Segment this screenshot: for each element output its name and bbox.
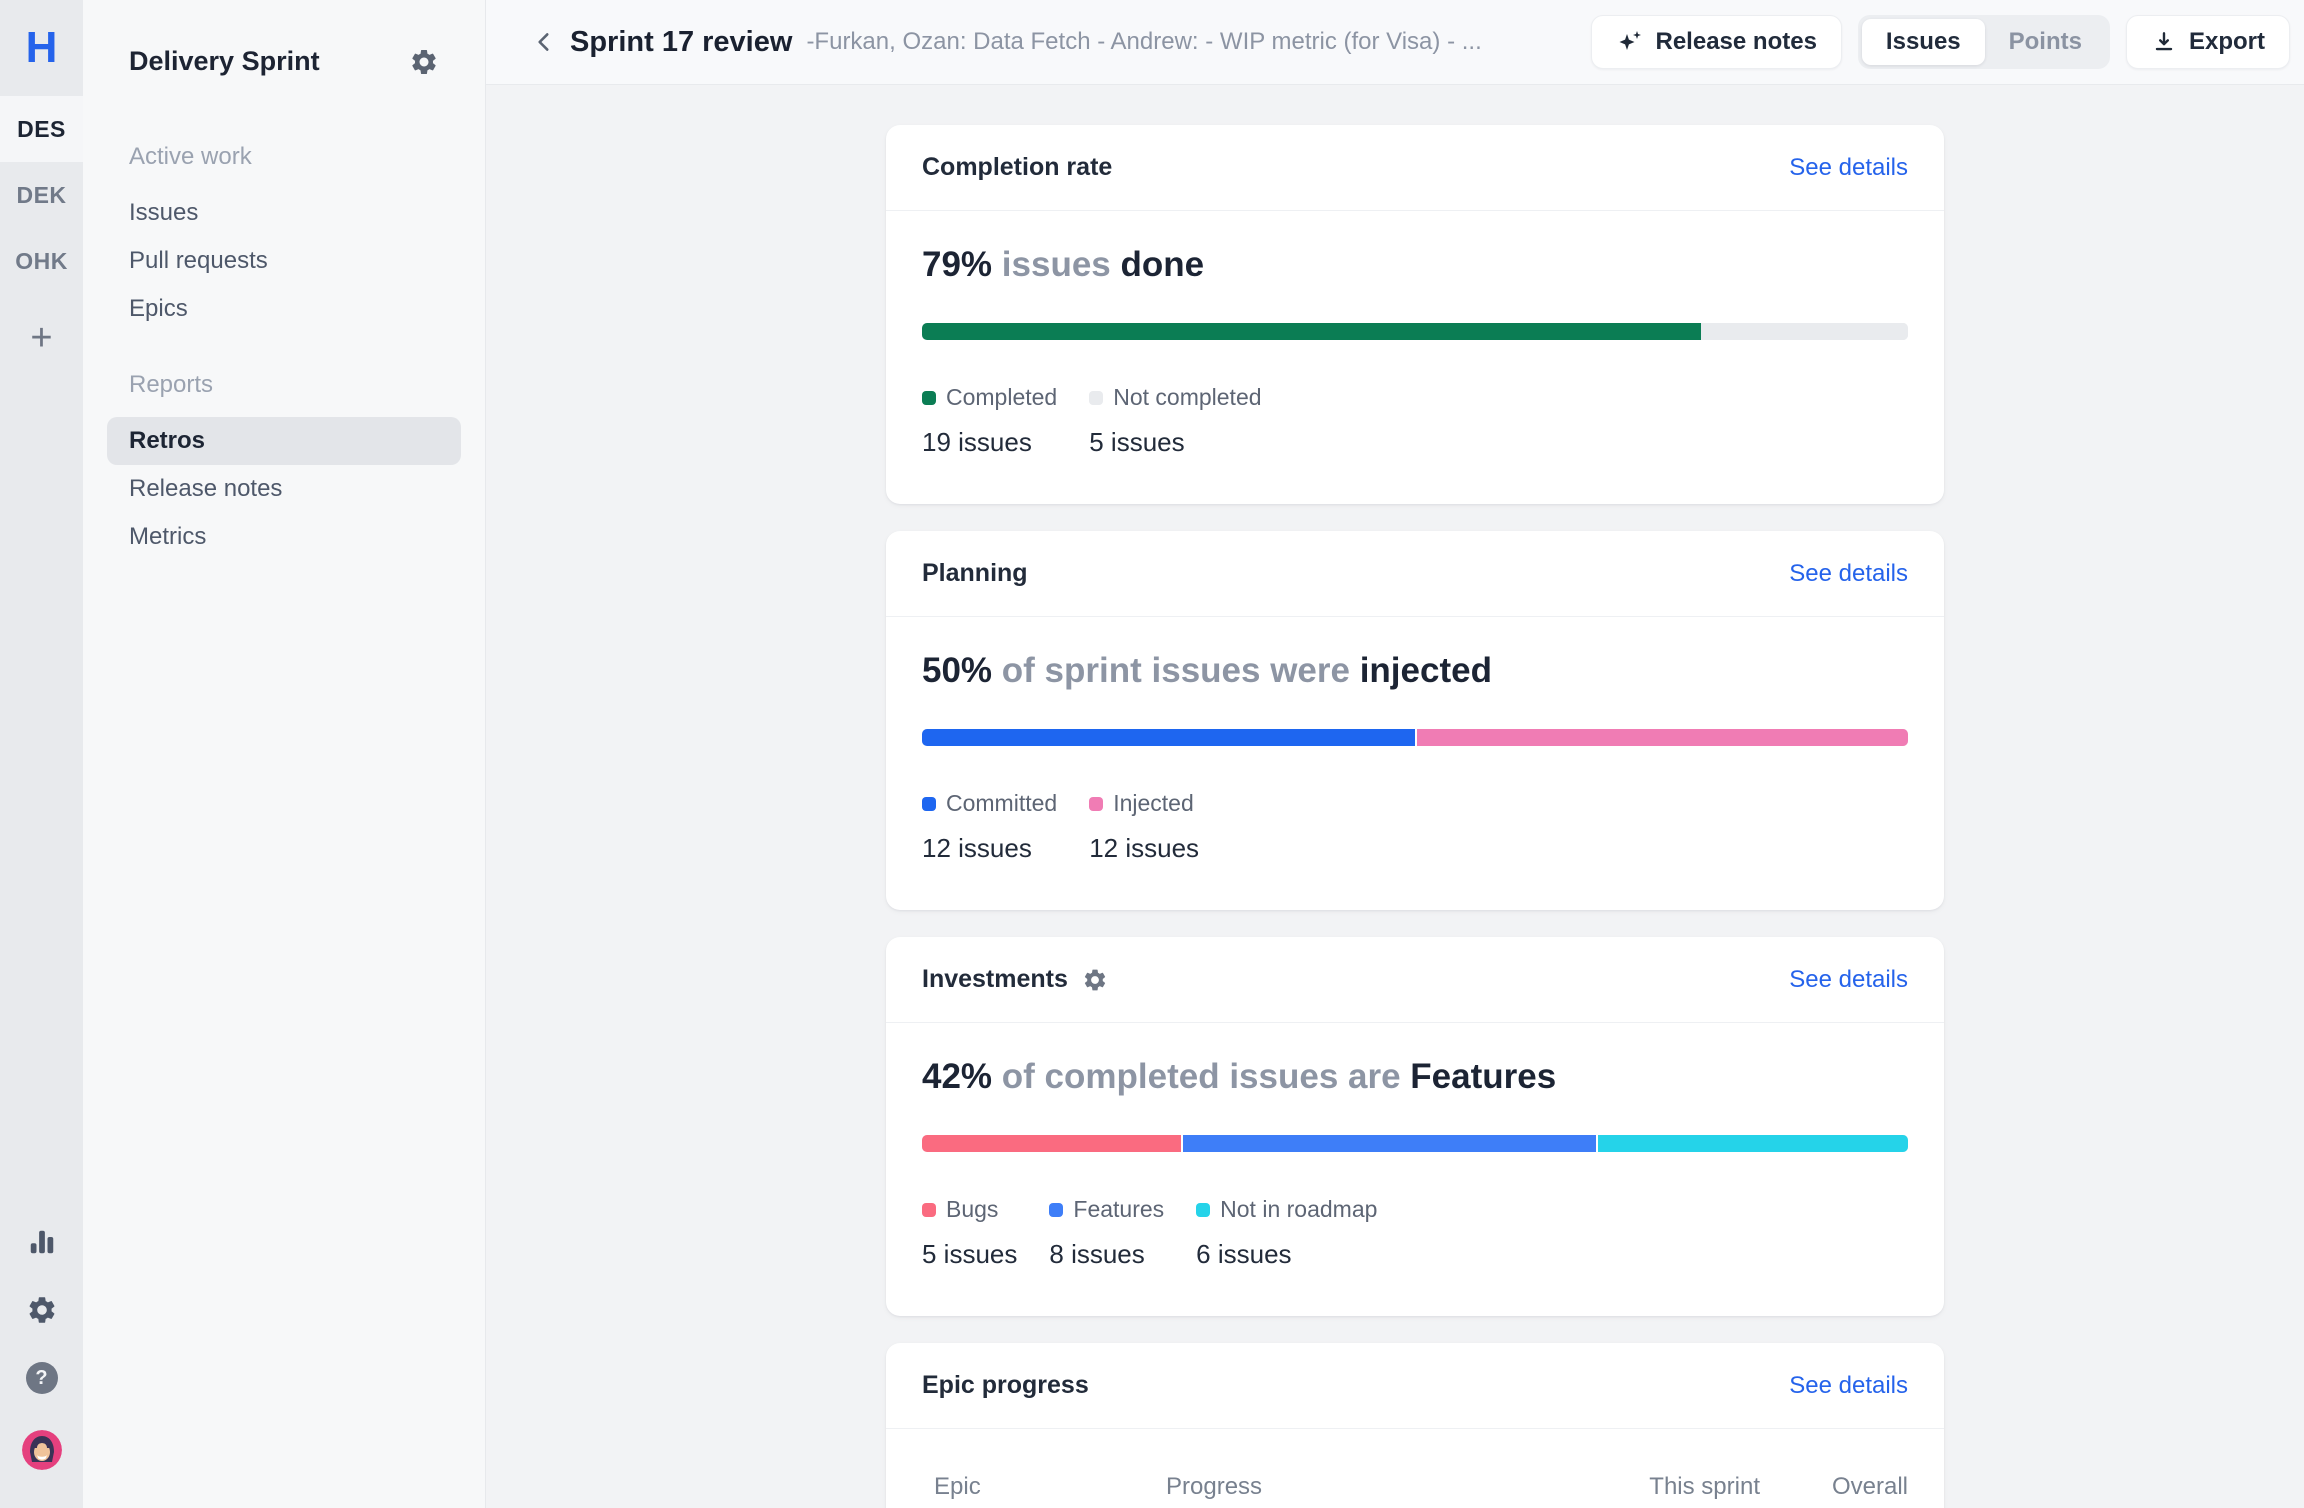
bar-segment-not-completed bbox=[1700, 323, 1908, 340]
completion-rate-card: Completion rate See details 79% issues d… bbox=[886, 125, 1944, 504]
main-area: Sprint 17 review -Furkan, Ozan: Data Fet… bbox=[486, 0, 2304, 1508]
download-icon bbox=[2151, 29, 2177, 55]
workspace-tab-des[interactable]: DES bbox=[0, 96, 83, 162]
planning-progress-bar bbox=[922, 729, 1908, 746]
card-title: Completion rate bbox=[922, 153, 1113, 181]
planning-legend: Committed 12 issues Injected 12 issues bbox=[922, 790, 1908, 864]
settings-button[interactable] bbox=[26, 1294, 58, 1326]
investments-legend: Bugs 5 issues Features 8 issues bbox=[922, 1196, 1908, 1270]
investments-headline: 42% of completed issues are Features bbox=[922, 1057, 1557, 1096]
release-notes-label: Release notes bbox=[1655, 28, 1817, 55]
user-avatar[interactable] bbox=[21, 1430, 62, 1470]
workspace-tab-ohk[interactable]: OHK bbox=[15, 247, 68, 274]
add-workspace-button[interactable]: + bbox=[30, 316, 53, 359]
investments-see-details-link[interactable]: See details bbox=[1789, 965, 1908, 993]
investments-progress-bar bbox=[922, 1135, 1908, 1152]
topbar: Sprint 17 review -Furkan, Ozan: Data Fet… bbox=[486, 0, 2304, 85]
legend-dot-injected bbox=[1089, 796, 1104, 811]
bar-segment-bugs bbox=[922, 1135, 1182, 1152]
gear-icon bbox=[26, 1294, 58, 1326]
completion-legend: Completed 19 issues Not completed 5 issu… bbox=[922, 384, 1908, 458]
scroll-content[interactable]: Completion rate See details 79% issues d… bbox=[486, 85, 2304, 1508]
page-title: Sprint 17 review bbox=[570, 25, 793, 58]
completion-progress-bar bbox=[922, 323, 1908, 340]
issues-points-toggle: Issues Points bbox=[1857, 15, 2110, 69]
bar-segment-injected bbox=[1415, 729, 1908, 746]
legend-dot-features bbox=[1049, 1202, 1064, 1217]
planning-headline: 50% of sprint issues were injected bbox=[922, 651, 1492, 690]
planning-see-details-link[interactable]: See details bbox=[1789, 559, 1908, 587]
legend-item: Committed 12 issues bbox=[922, 790, 1058, 863]
legend-dot-completed bbox=[922, 390, 936, 405]
back-button[interactable] bbox=[526, 24, 562, 60]
investments-settings-gear-icon[interactable] bbox=[1082, 967, 1108, 993]
sidebar-item-issues[interactable]: Issues bbox=[129, 199, 199, 226]
bar-segment-not-in-roadmap bbox=[1596, 1135, 1908, 1152]
column-header-epic: Epic bbox=[934, 1473, 981, 1500]
legend-item: Not in roadmap 6 issues bbox=[1196, 1196, 1378, 1269]
workspace-tab-dek[interactable]: DEK bbox=[16, 181, 67, 208]
workspace-rail: H DES DEK OHK + ? bbox=[0, 0, 83, 1508]
bar-segment-features bbox=[1181, 1135, 1597, 1152]
sidebar-item-retros[interactable]: Retros bbox=[107, 417, 461, 465]
sidebar-item-metrics[interactable]: Metrics bbox=[129, 523, 207, 550]
completion-headline: 79% issues done bbox=[922, 245, 1205, 284]
column-header-this-sprint: This sprint bbox=[1649, 1473, 1760, 1500]
analytics-button[interactable] bbox=[26, 1226, 58, 1258]
question-mark-icon: ? bbox=[25, 1362, 58, 1394]
epic-progress-card: Epic progress See details Epic Progress … bbox=[886, 1343, 1944, 1508]
sidebar-section-reports: Reports Retros Release notes Metrics bbox=[107, 361, 461, 561]
sidebar-item-pull-requests[interactable]: Pull requests bbox=[129, 247, 268, 274]
help-button[interactable]: ? bbox=[25, 1362, 58, 1394]
project-title: Delivery Sprint bbox=[129, 46, 320, 76]
legend-item: Bugs 5 issues bbox=[922, 1196, 1018, 1269]
card-title: Epic progress bbox=[922, 1371, 1089, 1399]
sidebar-item-release-notes[interactable]: Release notes bbox=[129, 475, 283, 502]
legend-dot-bugs bbox=[922, 1202, 936, 1217]
completion-see-details-link[interactable]: See details bbox=[1789, 153, 1908, 181]
legend-item: Not completed 5 issues bbox=[1089, 384, 1262, 457]
project-sidebar: Delivery Sprint Active work Issues Pull … bbox=[83, 0, 486, 1508]
bar-segment-committed bbox=[922, 729, 1415, 746]
bar-chart-icon bbox=[27, 1227, 57, 1257]
sidebar-item-epics[interactable]: Epics bbox=[129, 295, 188, 322]
bar-segment-completed bbox=[922, 323, 1701, 340]
section-header: Active work bbox=[129, 143, 252, 170]
toggle-option-issues[interactable]: Issues bbox=[1861, 19, 1985, 65]
epic-progress-see-details-link[interactable]: See details bbox=[1789, 1371, 1908, 1399]
chevron-left-icon bbox=[531, 29, 557, 55]
card-title: Investments bbox=[922, 965, 1068, 993]
card-title: Planning bbox=[922, 559, 1028, 587]
column-header-progress: Progress bbox=[1166, 1473, 1263, 1500]
toggle-option-points[interactable]: Points bbox=[2008, 28, 2082, 55]
export-label: Export bbox=[2188, 28, 2265, 55]
app-logo[interactable]: H bbox=[25, 23, 58, 72]
legend-item: Completed 19 issues bbox=[922, 384, 1058, 457]
column-header-overall: Overall bbox=[1831, 1473, 1908, 1500]
export-button[interactable]: Export bbox=[2125, 15, 2290, 69]
legend-dot-committed bbox=[922, 796, 936, 811]
legend-dot-not-in-roadmap bbox=[1196, 1202, 1211, 1217]
release-notes-button[interactable]: Release notes bbox=[1590, 15, 1842, 69]
project-settings-gear-icon[interactable] bbox=[409, 47, 439, 77]
epic-table-header: Epic Progress This sprint Overall bbox=[886, 1429, 1944, 1501]
legend-item: Injected 12 issues bbox=[1089, 790, 1200, 863]
sparkles-icon bbox=[1616, 28, 1644, 56]
legend-item: Features 8 issues bbox=[1049, 1196, 1165, 1269]
page-subtitle: -Furkan, Ozan: Data Fetch - Andrew: - WI… bbox=[806, 28, 1482, 55]
planning-card: Planning See details 50% of sprint issue… bbox=[886, 531, 1944, 910]
investments-card: Investments See details 42% of completed… bbox=[886, 937, 1944, 1316]
legend-dot-not-completed bbox=[1089, 390, 1104, 405]
sidebar-section-active-work: Active work Issues Pull requests Epics bbox=[107, 133, 461, 333]
section-header: Reports bbox=[129, 371, 214, 398]
